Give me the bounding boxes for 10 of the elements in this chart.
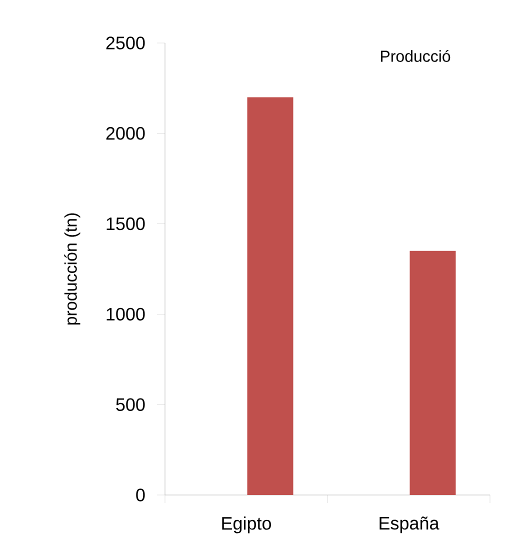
chart-title: Producció xyxy=(381,50,450,62)
y-tick-label: 1500 xyxy=(106,217,145,230)
y-tick-label: 2000 xyxy=(106,127,145,140)
x-tick-label: Egipto xyxy=(222,516,271,534)
y-tick-label: 1000 xyxy=(106,308,145,321)
x-tick-label: España xyxy=(380,516,440,534)
y-tick-label: 0 xyxy=(136,488,145,502)
y-axis-title: producción (tn) xyxy=(64,213,80,325)
y-tick-label: 2500 xyxy=(106,36,145,50)
y-tick-label: 500 xyxy=(116,398,145,411)
